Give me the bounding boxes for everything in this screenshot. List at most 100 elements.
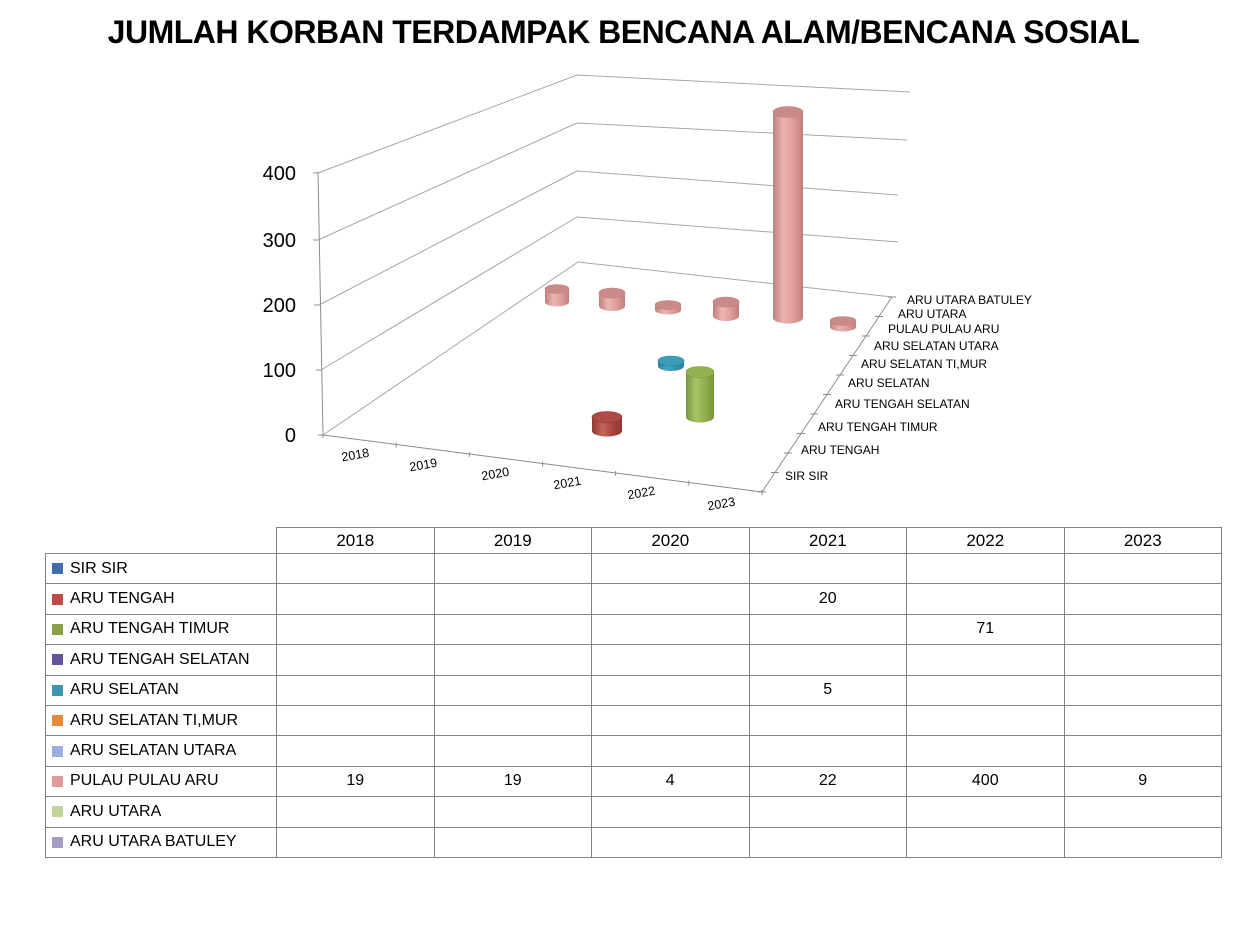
value-axis-label: 200	[263, 295, 296, 317]
series-name-label: PULAU PULAU ARU	[70, 772, 219, 790]
series-axis-label: ARU UTARA BATULEY	[907, 293, 1032, 307]
table-value-cell	[434, 675, 592, 706]
table-corner-cell	[45, 527, 277, 554]
table-year-header: 2020	[592, 527, 750, 554]
table-value-cell	[1064, 797, 1222, 828]
category-axis-label: 2023	[706, 495, 736, 514]
cylinder-body-aru-tengah-timur	[686, 372, 714, 423]
legend-swatch	[52, 623, 63, 635]
series-axis-label: ARU SELATAN	[848, 376, 930, 390]
category-axis-label: 2018	[340, 446, 370, 465]
table-value-cell	[434, 554, 592, 585]
cylinder-top	[829, 316, 857, 326]
table-value-cell	[277, 675, 435, 706]
table-value-cell	[277, 645, 435, 676]
table-value-cell	[907, 645, 1065, 676]
legend-swatch	[52, 806, 63, 818]
table-value-cell	[277, 797, 435, 828]
chart-title: JUMLAH KORBAN TERDAMPAK BENCANA ALAM/BEN…	[107, 14, 1140, 50]
table-value-cell: 400	[907, 766, 1065, 798]
table-value-cell	[592, 645, 750, 676]
series-axis-label: ARU UTARA	[898, 307, 966, 321]
cylinder-top	[654, 300, 682, 310]
legend-swatch	[52, 836, 63, 848]
table-value-cell	[434, 614, 592, 646]
series-name-label: ARU TENGAH	[70, 590, 175, 608]
table-value-cell	[1064, 584, 1222, 615]
cylinder-top	[544, 284, 570, 294]
table-value-cell	[434, 827, 592, 858]
cylinder-body-pulau-pulau-aru	[773, 112, 803, 324]
table-value-cell	[1064, 614, 1222, 646]
table-row-label: ARU UTARA	[45, 797, 277, 828]
series-name-label: SIR SIR	[70, 559, 128, 577]
table-value-cell: 71	[907, 614, 1065, 646]
table-value-cell	[277, 554, 435, 585]
table-value-cell	[907, 797, 1065, 828]
table-value-cell: 4	[592, 766, 750, 798]
cylinder-top	[712, 296, 740, 308]
table-value-cell	[277, 584, 435, 615]
chart-data-table: 2018 2019 2020 2021 2022 2023 SIR SIR ARU TENGA…	[45, 527, 1222, 858]
table-value-cell	[1064, 736, 1222, 767]
table-value-cell	[277, 827, 435, 858]
table-year-header: 2023	[1064, 527, 1222, 554]
table-value-cell: 9	[1064, 766, 1222, 798]
table-value-cell	[1064, 827, 1222, 858]
value-axis	[317, 171, 324, 436]
table-value-cell	[907, 675, 1065, 706]
value-gridline	[322, 261, 893, 436]
legend-swatch	[52, 654, 63, 666]
table-value-cell	[592, 614, 750, 646]
value-axis-label: 400	[263, 163, 296, 185]
cylinder-body-pulau-pulau-aru	[713, 302, 739, 321]
table-value-cell: 22	[749, 766, 907, 798]
table-row-label: ARU SELATAN TI,MUR	[45, 705, 277, 737]
table-value-cell	[434, 736, 592, 767]
series-axis-label: SIR SIR	[785, 469, 829, 483]
table-value-cell	[434, 705, 592, 737]
table-value-cell	[592, 797, 750, 828]
table-value-cell	[907, 827, 1065, 858]
cylinder-top	[591, 411, 623, 423]
series-axis-label: ARU SELATAN TI,MUR	[861, 357, 987, 371]
value-axis-label: 0	[285, 425, 296, 447]
cylinder-top	[598, 287, 626, 299]
series-name-label: ARU SELATAN TI,MUR	[70, 711, 239, 729]
table-value-cell	[749, 554, 907, 585]
category-axis-label: 2020	[480, 465, 510, 484]
table-value-cell	[592, 736, 750, 767]
series-name-label: ARU TENGAH SELATAN	[70, 650, 250, 668]
table-value-cell	[592, 827, 750, 858]
cylinder-top	[772, 106, 804, 118]
legend-swatch	[52, 684, 63, 696]
table-value-cell	[749, 827, 907, 858]
table-value-cell	[1064, 675, 1222, 706]
legend-swatch	[52, 715, 63, 727]
value-axis-label: 300	[263, 230, 296, 252]
series-name-label: ARU TENGAH TIMUR	[70, 620, 230, 638]
table-row-label: PULAU PULAU ARU	[45, 766, 277, 798]
table-value-cell	[592, 675, 750, 706]
table-value-cell	[907, 584, 1065, 615]
category-axis-label: 2022	[626, 484, 656, 503]
category-axis-label: 2021	[552, 474, 582, 493]
table-value-cell: 20	[749, 584, 907, 615]
table-row-label: ARU TENGAH TIMUR	[45, 614, 277, 646]
series-axis-label: PULAU PULAU ARU	[888, 322, 999, 336]
value-axis-label: 100	[263, 360, 296, 382]
table-year-header: 2019	[434, 527, 592, 554]
table-value-cell	[1064, 645, 1222, 676]
table-row-label: ARU SELATAN	[45, 675, 277, 706]
table-year-header: 2022	[907, 527, 1065, 554]
table-value-cell: 19	[434, 766, 592, 798]
legend-swatch	[52, 593, 63, 605]
series-axis-label: ARU TENGAH TIMUR	[818, 420, 938, 434]
table-year-header: 2018	[277, 527, 435, 554]
cylinder-top	[685, 366, 715, 378]
table-value-cell: 19	[277, 766, 435, 798]
table-value-cell	[434, 645, 592, 676]
table-value-cell	[749, 797, 907, 828]
table-row-label: ARU SELATAN UTARA	[45, 736, 277, 767]
